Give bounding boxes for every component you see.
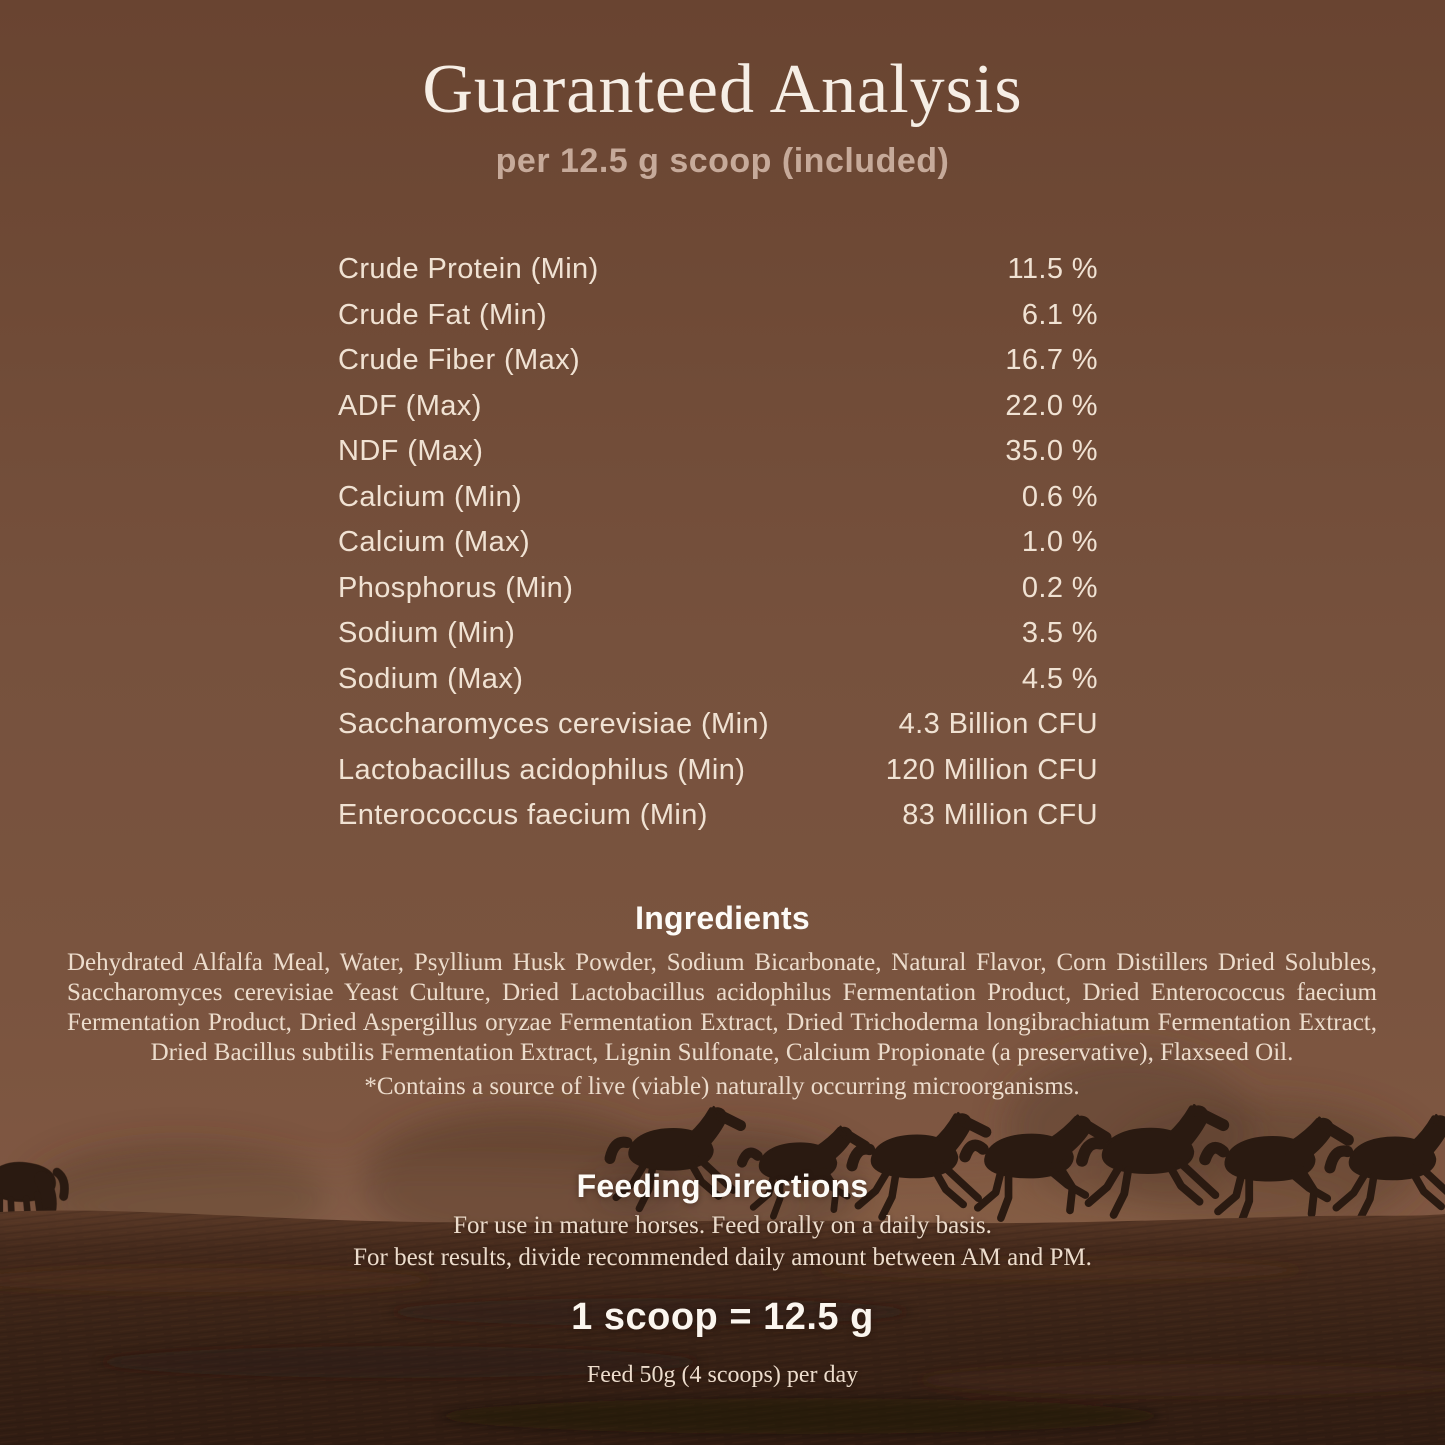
ingredients-text: Dehydrated Alfalfa Meal, Water, Psyllium… [67, 949, 1377, 1066]
analysis-row: ADF (Max) 22.0 % [338, 384, 1098, 430]
scoop-equivalence: 1 scoop = 12.5 g [571, 1296, 874, 1338]
analysis-value: 6.1 % [1021, 298, 1098, 331]
pasture-photo-art [0, 980, 1445, 1445]
analysis-row: Lactobacillus acidophilus (Min) 120 Milli… [338, 748, 1098, 794]
analysis-value: 16.7 % [1005, 344, 1098, 377]
analysis-row: Crude Protein (Min) 11.5 % [338, 247, 1098, 293]
analysis-label: ADF (Max) [338, 389, 482, 422]
analysis-value: 120 Million CFU [885, 753, 1098, 786]
analysis-row: Phosphorus (Min) 0.2 % [338, 566, 1098, 612]
analysis-row: NDF (Max) 35.0 % [338, 429, 1098, 475]
analysis-label: Sodium (Max) [338, 662, 524, 695]
analysis-label: Crude Fat (Min) [338, 298, 548, 331]
analysis-value: 35.0 % [1005, 435, 1098, 468]
analysis-value: 11.5 % [1007, 253, 1098, 286]
analysis-label: Lactobacillus acidophilus (Min) [338, 753, 746, 786]
pasture-photo [0, 980, 1445, 1445]
analysis-value: 0.2 % [1021, 571, 1098, 604]
ingredients-block: Dehydrated Alfalfa Meal, Water, Psyllium… [67, 948, 1377, 1102]
feeding-directions-heading: Feeding Directions [576, 1168, 869, 1204]
analysis-label: NDF (Max) [338, 435, 484, 468]
analysis-value: 4.5 % [1021, 662, 1098, 695]
analysis-row: Saccharomyces cerevisiae (Min) 4.3 Billio… [338, 702, 1098, 748]
ingredients-heading: Ingredients [635, 900, 810, 936]
analysis-label: Enterococcus faecium (Min) [338, 799, 708, 832]
analysis-row: Crude Fat (Min) 6.1 % [338, 293, 1098, 339]
field-streaks [0, 1260, 1445, 1434]
analysis-row: Sodium (Max) 4.5 % [338, 657, 1098, 703]
analysis-value: 0.6 % [1021, 480, 1098, 513]
analysis-label: Crude Fiber (Max) [338, 344, 581, 377]
analysis-row: Crude Fiber (Max) 16.7 % [338, 338, 1098, 384]
analysis-value: 83 Million CFU [902, 799, 1098, 832]
analysis-label: Sodium (Min) [338, 617, 516, 650]
analysis-row: Calcium (Min) 0.6 % [338, 475, 1098, 521]
analysis-label: Crude Protein (Min) [338, 253, 599, 286]
analysis-value: 22.0 % [1005, 389, 1098, 422]
analysis-row: Enterococcus faecium (Min) 83 Million CFU [338, 793, 1098, 839]
ingredients-note: *Contains a source of live (viable) natu… [364, 1073, 1080, 1100]
feeding-line-2: For best results, divide recommended dai… [353, 1244, 1092, 1271]
analysis-label: Calcium (Min) [338, 480, 523, 513]
daily-feed-note: Feed 50g (4 scoops) per day [586, 1362, 859, 1388]
analysis-label: Saccharomyces cerevisiae (Min) [338, 708, 770, 741]
serving-subtitle: per 12.5 g scoop (included) [495, 142, 950, 180]
feeding-line-1: For use in mature horses. Feed orally on… [453, 1212, 992, 1239]
analysis-value: 1.0 % [1021, 526, 1098, 559]
analysis-row: Calcium (Max) 1.0 % [338, 520, 1098, 566]
analysis-row: Sodium (Min) 3.5 % [338, 611, 1098, 657]
analysis-label: Calcium (Max) [338, 526, 531, 559]
analysis-value: 3.5 % [1021, 617, 1098, 650]
page-title: Guaranteed Analysis [422, 51, 1023, 128]
guaranteed-analysis-table: Crude Protein (Min) 11.5 % Crude Fat (Min… [338, 247, 1098, 839]
analysis-value: 4.3 Billion CFU [898, 708, 1098, 741]
analysis-label: Phosphorus (Min) [338, 571, 574, 604]
